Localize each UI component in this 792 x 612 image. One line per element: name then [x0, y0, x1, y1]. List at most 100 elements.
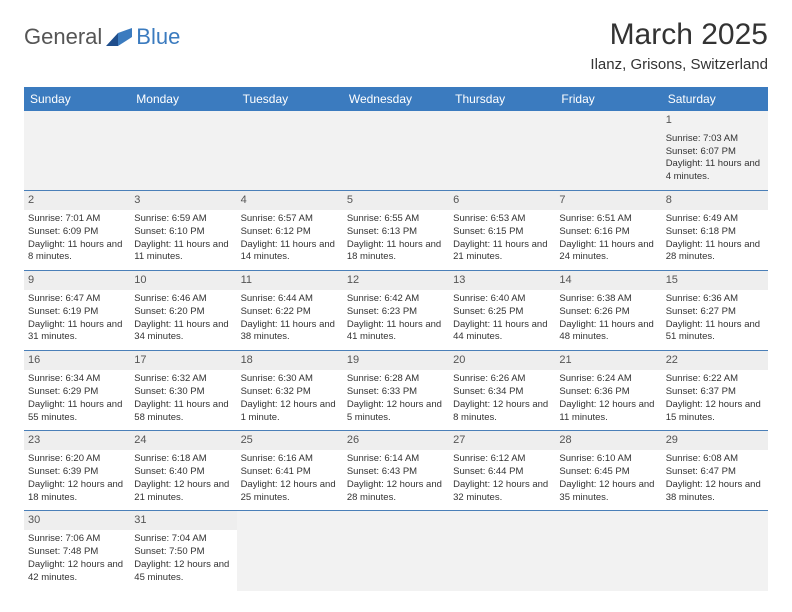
daylight-line: Daylight: 12 hours and 28 minutes.	[347, 479, 445, 505]
calendar-day: 20Sunrise: 6:26 AMSunset: 6:34 PMDayligh…	[449, 351, 555, 431]
day-number: 1	[662, 111, 768, 130]
calendar-empty	[237, 511, 343, 591]
day-number: 6	[449, 191, 555, 210]
calendar-day: 6Sunrise: 6:53 AMSunset: 6:15 PMDaylight…	[449, 191, 555, 271]
day-number: 23	[24, 431, 130, 450]
sunrise-line: Sunrise: 6:51 AM	[559, 213, 657, 226]
sunrise-line: Sunrise: 6:16 AM	[241, 453, 339, 466]
calendar-day: 3Sunrise: 6:59 AMSunset: 6:10 PMDaylight…	[130, 191, 236, 271]
sunrise-line: Sunrise: 6:38 AM	[559, 293, 657, 306]
sunrise-line: Sunrise: 6:08 AM	[666, 453, 764, 466]
daylight-line: Daylight: 12 hours and 35 minutes.	[559, 479, 657, 505]
calendar-day: 19Sunrise: 6:28 AMSunset: 6:33 PMDayligh…	[343, 351, 449, 431]
logo-flag-icon	[106, 28, 132, 46]
sunrise-line: Sunrise: 6:49 AM	[666, 213, 764, 226]
calendar-day: 31Sunrise: 7:04 AMSunset: 7:50 PMDayligh…	[130, 511, 236, 591]
daylight-line: Daylight: 11 hours and 14 minutes.	[241, 239, 339, 265]
day-number: 15	[662, 271, 768, 290]
daylight-line: Daylight: 12 hours and 32 minutes.	[453, 479, 551, 505]
sunrise-line: Sunrise: 6:22 AM	[666, 373, 764, 386]
calendar-day: 21Sunrise: 6:24 AMSunset: 6:36 PMDayligh…	[555, 351, 661, 431]
sunrise-line: Sunrise: 6:32 AM	[134, 373, 232, 386]
day-number: 27	[449, 431, 555, 450]
calendar-row: 30Sunrise: 7:06 AMSunset: 7:48 PMDayligh…	[24, 511, 768, 591]
sunset-line: Sunset: 6:36 PM	[559, 386, 657, 399]
daylight-line: Daylight: 12 hours and 38 minutes.	[666, 479, 764, 505]
sunset-line: Sunset: 6:44 PM	[453, 466, 551, 479]
calendar-day: 27Sunrise: 6:12 AMSunset: 6:44 PMDayligh…	[449, 431, 555, 511]
sunset-line: Sunset: 6:25 PM	[453, 306, 551, 319]
calendar-row: 9Sunrise: 6:47 AMSunset: 6:19 PMDaylight…	[24, 271, 768, 351]
day-number: 26	[343, 431, 449, 450]
sunset-line: Sunset: 6:26 PM	[559, 306, 657, 319]
calendar-day: 18Sunrise: 6:30 AMSunset: 6:32 PMDayligh…	[237, 351, 343, 431]
calendar-day: 13Sunrise: 6:40 AMSunset: 6:25 PMDayligh…	[449, 271, 555, 351]
sunrise-line: Sunrise: 7:01 AM	[28, 213, 126, 226]
sunset-line: Sunset: 6:16 PM	[559, 226, 657, 239]
daylight-line: Daylight: 11 hours and 55 minutes.	[28, 399, 126, 425]
sunrise-line: Sunrise: 6:34 AM	[28, 373, 126, 386]
weekday-header: Tuesday	[237, 87, 343, 111]
sunrise-line: Sunrise: 6:14 AM	[347, 453, 445, 466]
month-title: March 2025	[590, 18, 768, 52]
daylight-line: Daylight: 12 hours and 25 minutes.	[241, 479, 339, 505]
daylight-line: Daylight: 12 hours and 8 minutes.	[453, 399, 551, 425]
day-number: 12	[343, 271, 449, 290]
sunset-line: Sunset: 6:23 PM	[347, 306, 445, 319]
calendar-day: 14Sunrise: 6:38 AMSunset: 6:26 PMDayligh…	[555, 271, 661, 351]
day-number: 24	[130, 431, 236, 450]
daylight-line: Daylight: 12 hours and 18 minutes.	[28, 479, 126, 505]
daylight-line: Daylight: 11 hours and 38 minutes.	[241, 319, 339, 345]
calendar-day: 1Sunrise: 7:03 AMSunset: 6:07 PMDaylight…	[662, 111, 768, 191]
sunset-line: Sunset: 6:15 PM	[453, 226, 551, 239]
day-number: 14	[555, 271, 661, 290]
sunrise-line: Sunrise: 6:55 AM	[347, 213, 445, 226]
day-number: 20	[449, 351, 555, 370]
daylight-line: Daylight: 11 hours and 28 minutes.	[666, 239, 764, 265]
calendar-day: 8Sunrise: 6:49 AMSunset: 6:18 PMDaylight…	[662, 191, 768, 271]
calendar-row: 1Sunrise: 7:03 AMSunset: 6:07 PMDaylight…	[24, 111, 768, 191]
sunset-line: Sunset: 6:13 PM	[347, 226, 445, 239]
calendar-day: 9Sunrise: 6:47 AMSunset: 6:19 PMDaylight…	[24, 271, 130, 351]
day-number: 16	[24, 351, 130, 370]
calendar-day: 30Sunrise: 7:06 AMSunset: 7:48 PMDayligh…	[24, 511, 130, 591]
day-number: 10	[130, 271, 236, 290]
calendar-day: 5Sunrise: 6:55 AMSunset: 6:13 PMDaylight…	[343, 191, 449, 271]
sunrise-line: Sunrise: 6:10 AM	[559, 453, 657, 466]
calendar-day: 10Sunrise: 6:46 AMSunset: 6:20 PMDayligh…	[130, 271, 236, 351]
daylight-line: Daylight: 12 hours and 45 minutes.	[134, 559, 232, 585]
calendar-day: 29Sunrise: 6:08 AMSunset: 6:47 PMDayligh…	[662, 431, 768, 511]
sunrise-line: Sunrise: 6:42 AM	[347, 293, 445, 306]
day-number: 9	[24, 271, 130, 290]
calendar-day: 4Sunrise: 6:57 AMSunset: 6:12 PMDaylight…	[237, 191, 343, 271]
sunset-line: Sunset: 6:10 PM	[134, 226, 232, 239]
sunset-line: Sunset: 6:33 PM	[347, 386, 445, 399]
calendar-empty	[343, 111, 449, 191]
sunrise-line: Sunrise: 6:18 AM	[134, 453, 232, 466]
day-number: 21	[555, 351, 661, 370]
weekday-header: Sunday	[24, 87, 130, 111]
sunset-line: Sunset: 6:47 PM	[666, 466, 764, 479]
day-number: 17	[130, 351, 236, 370]
weekday-header: Friday	[555, 87, 661, 111]
sunrise-line: Sunrise: 6:24 AM	[559, 373, 657, 386]
calendar-day: 12Sunrise: 6:42 AMSunset: 6:23 PMDayligh…	[343, 271, 449, 351]
sunset-line: Sunset: 6:19 PM	[28, 306, 126, 319]
weekday-header: Monday	[130, 87, 236, 111]
daylight-line: Daylight: 11 hours and 24 minutes.	[559, 239, 657, 265]
header: General Blue March 2025 Ilanz, Grisons, …	[24, 18, 768, 73]
sunset-line: Sunset: 6:39 PM	[28, 466, 126, 479]
weekday-header: Thursday	[449, 87, 555, 111]
sunset-line: Sunset: 6:12 PM	[241, 226, 339, 239]
day-number: 7	[555, 191, 661, 210]
sunrise-line: Sunrise: 7:06 AM	[28, 533, 126, 546]
sunset-line: Sunset: 6:20 PM	[134, 306, 232, 319]
calendar-empty	[449, 111, 555, 191]
calendar-empty	[343, 511, 449, 591]
calendar-day: 11Sunrise: 6:44 AMSunset: 6:22 PMDayligh…	[237, 271, 343, 351]
calendar-empty	[237, 111, 343, 191]
sunset-line: Sunset: 6:37 PM	[666, 386, 764, 399]
calendar-day: 22Sunrise: 6:22 AMSunset: 6:37 PMDayligh…	[662, 351, 768, 431]
calendar-empty	[662, 511, 768, 591]
sunset-line: Sunset: 6:29 PM	[28, 386, 126, 399]
